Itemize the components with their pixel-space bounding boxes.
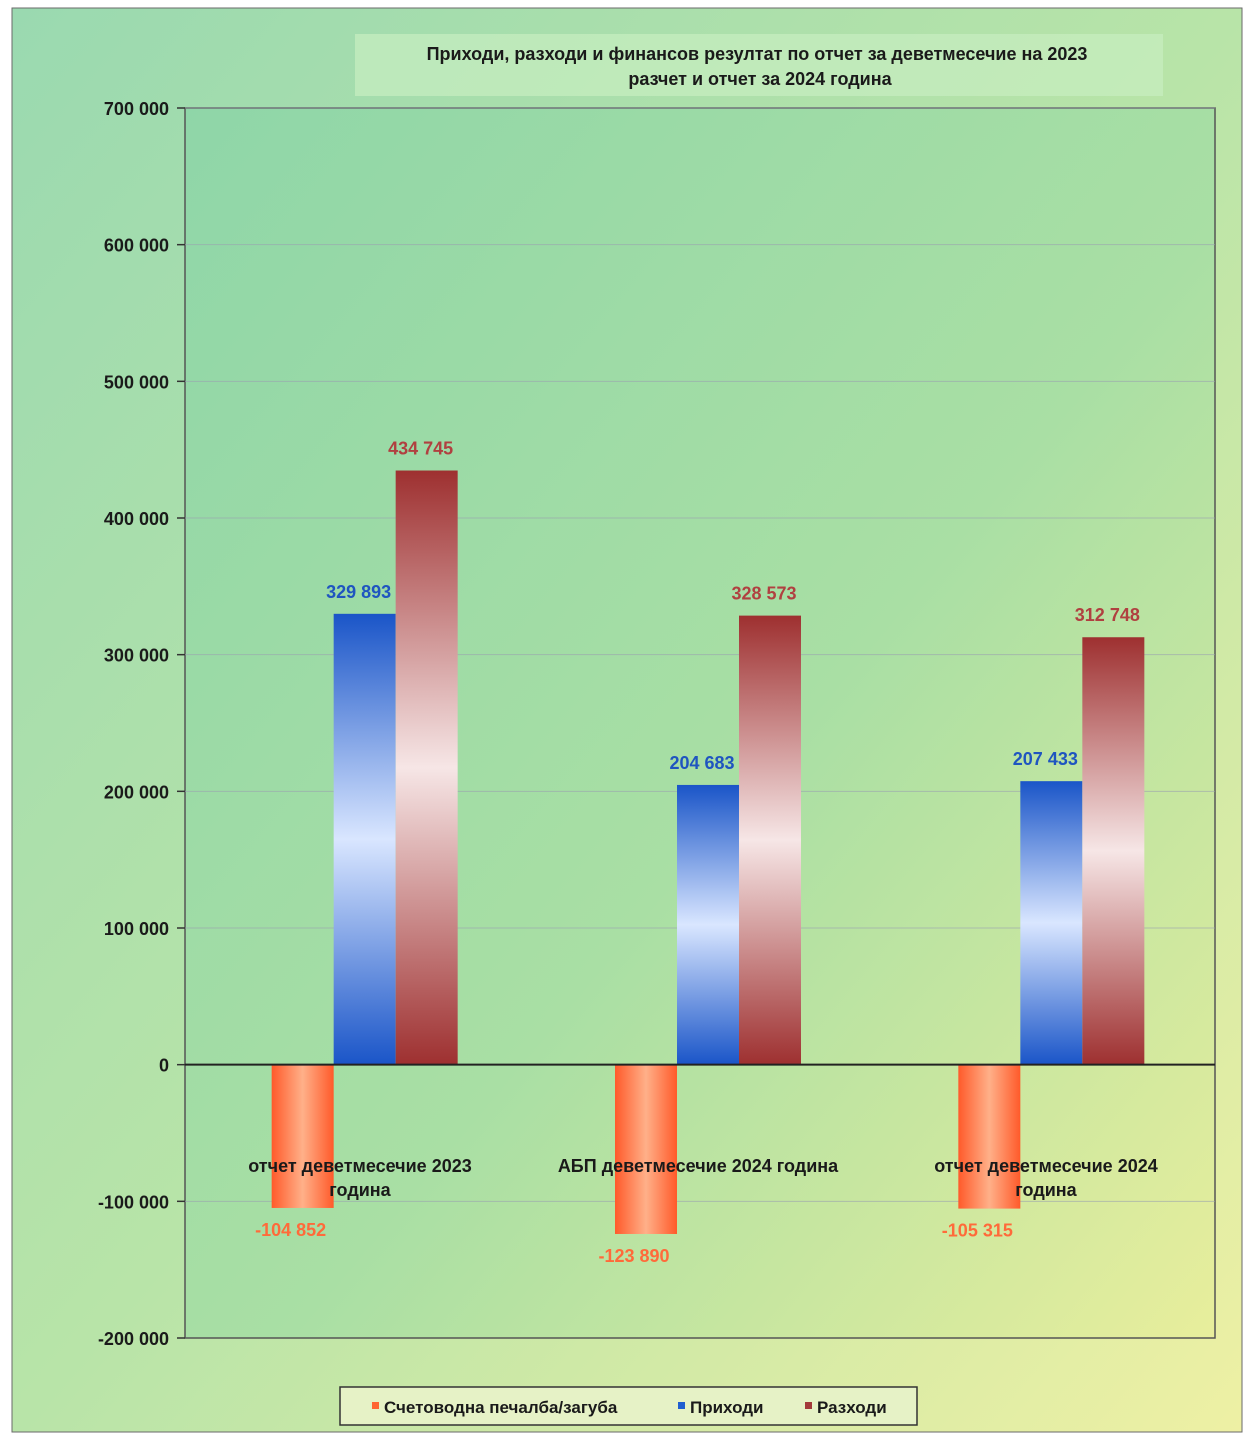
- bar-income: [1020, 781, 1083, 1065]
- category-label: АБП деветмесечие 2024 година: [558, 1156, 839, 1176]
- legend-income-swatch: [678, 1402, 685, 1409]
- y-tick-label: 0: [159, 1056, 169, 1076]
- data-label: -123 890: [598, 1246, 669, 1266]
- title-box: [355, 34, 1163, 96]
- category-label: отчет деветмесечие 2023: [248, 1156, 472, 1176]
- bar-income: [677, 784, 739, 1065]
- data-label: 204 683: [669, 753, 734, 773]
- bar-expense: [395, 470, 458, 1065]
- bar-profit: [958, 1064, 1021, 1209]
- category-label: година: [329, 1180, 391, 1200]
- category-labels: отчет деветмесечие 2023 година АБП деветме…: [248, 1156, 1158, 1200]
- data-label: 207 433: [1013, 749, 1078, 769]
- y-tick-label: -200 000: [98, 1329, 169, 1349]
- legend-box: [339, 1386, 918, 1426]
- bar-expense: [739, 615, 801, 1065]
- chart-subtitle: разчет и отчет за 2024 година: [628, 69, 892, 89]
- data-label: 434 745: [388, 439, 453, 459]
- data-label: 329 893: [326, 582, 391, 602]
- data-label: 328 573: [731, 584, 796, 604]
- y-axis-ticks: 700 000 600 000 500 000 400 000 300 000 200 0…: [98, 99, 185, 1349]
- legend-expense-swatch: [805, 1402, 812, 1409]
- legend-profit-swatch: [372, 1402, 379, 1409]
- bar-profit: [271, 1064, 334, 1208]
- bars: [271, 470, 1145, 1234]
- chart-title: Приходи, разходи и финансов резултат по …: [427, 44, 1088, 64]
- y-tick-label: 300 000: [104, 646, 169, 666]
- data-label: -104 852: [255, 1220, 326, 1240]
- category-label: година: [1015, 1180, 1077, 1200]
- legend-expense-label: Разходи: [817, 1398, 887, 1417]
- data-label: -105 315: [942, 1221, 1013, 1241]
- y-tick-label: 700 000: [104, 99, 169, 119]
- data-labels: -104 852 329 893 434 745 -123 890 204 683 328…: [255, 439, 1140, 1266]
- bar-expense: [1082, 637, 1145, 1065]
- y-tick-label: 100 000: [104, 919, 169, 939]
- category-label: отчет деветмесечие 2024: [934, 1156, 1158, 1176]
- data-label: 312 748: [1075, 605, 1140, 625]
- y-tick-label: 500 000: [104, 372, 169, 392]
- y-tick-label: 200 000: [104, 782, 169, 802]
- y-tick-label: -100 000: [98, 1192, 169, 1212]
- legend: Счетоводна печалба/загуба Приходи Разходи: [339, 1386, 918, 1426]
- legend-profit-label: Счетоводна печалба/загуба: [384, 1398, 618, 1417]
- bar-profit: [615, 1064, 677, 1234]
- bar-income: [333, 613, 396, 1065]
- y-tick-label: 400 000: [104, 509, 169, 529]
- legend-income-label: Приходи: [690, 1398, 764, 1417]
- y-tick-label: 600 000: [104, 236, 169, 256]
